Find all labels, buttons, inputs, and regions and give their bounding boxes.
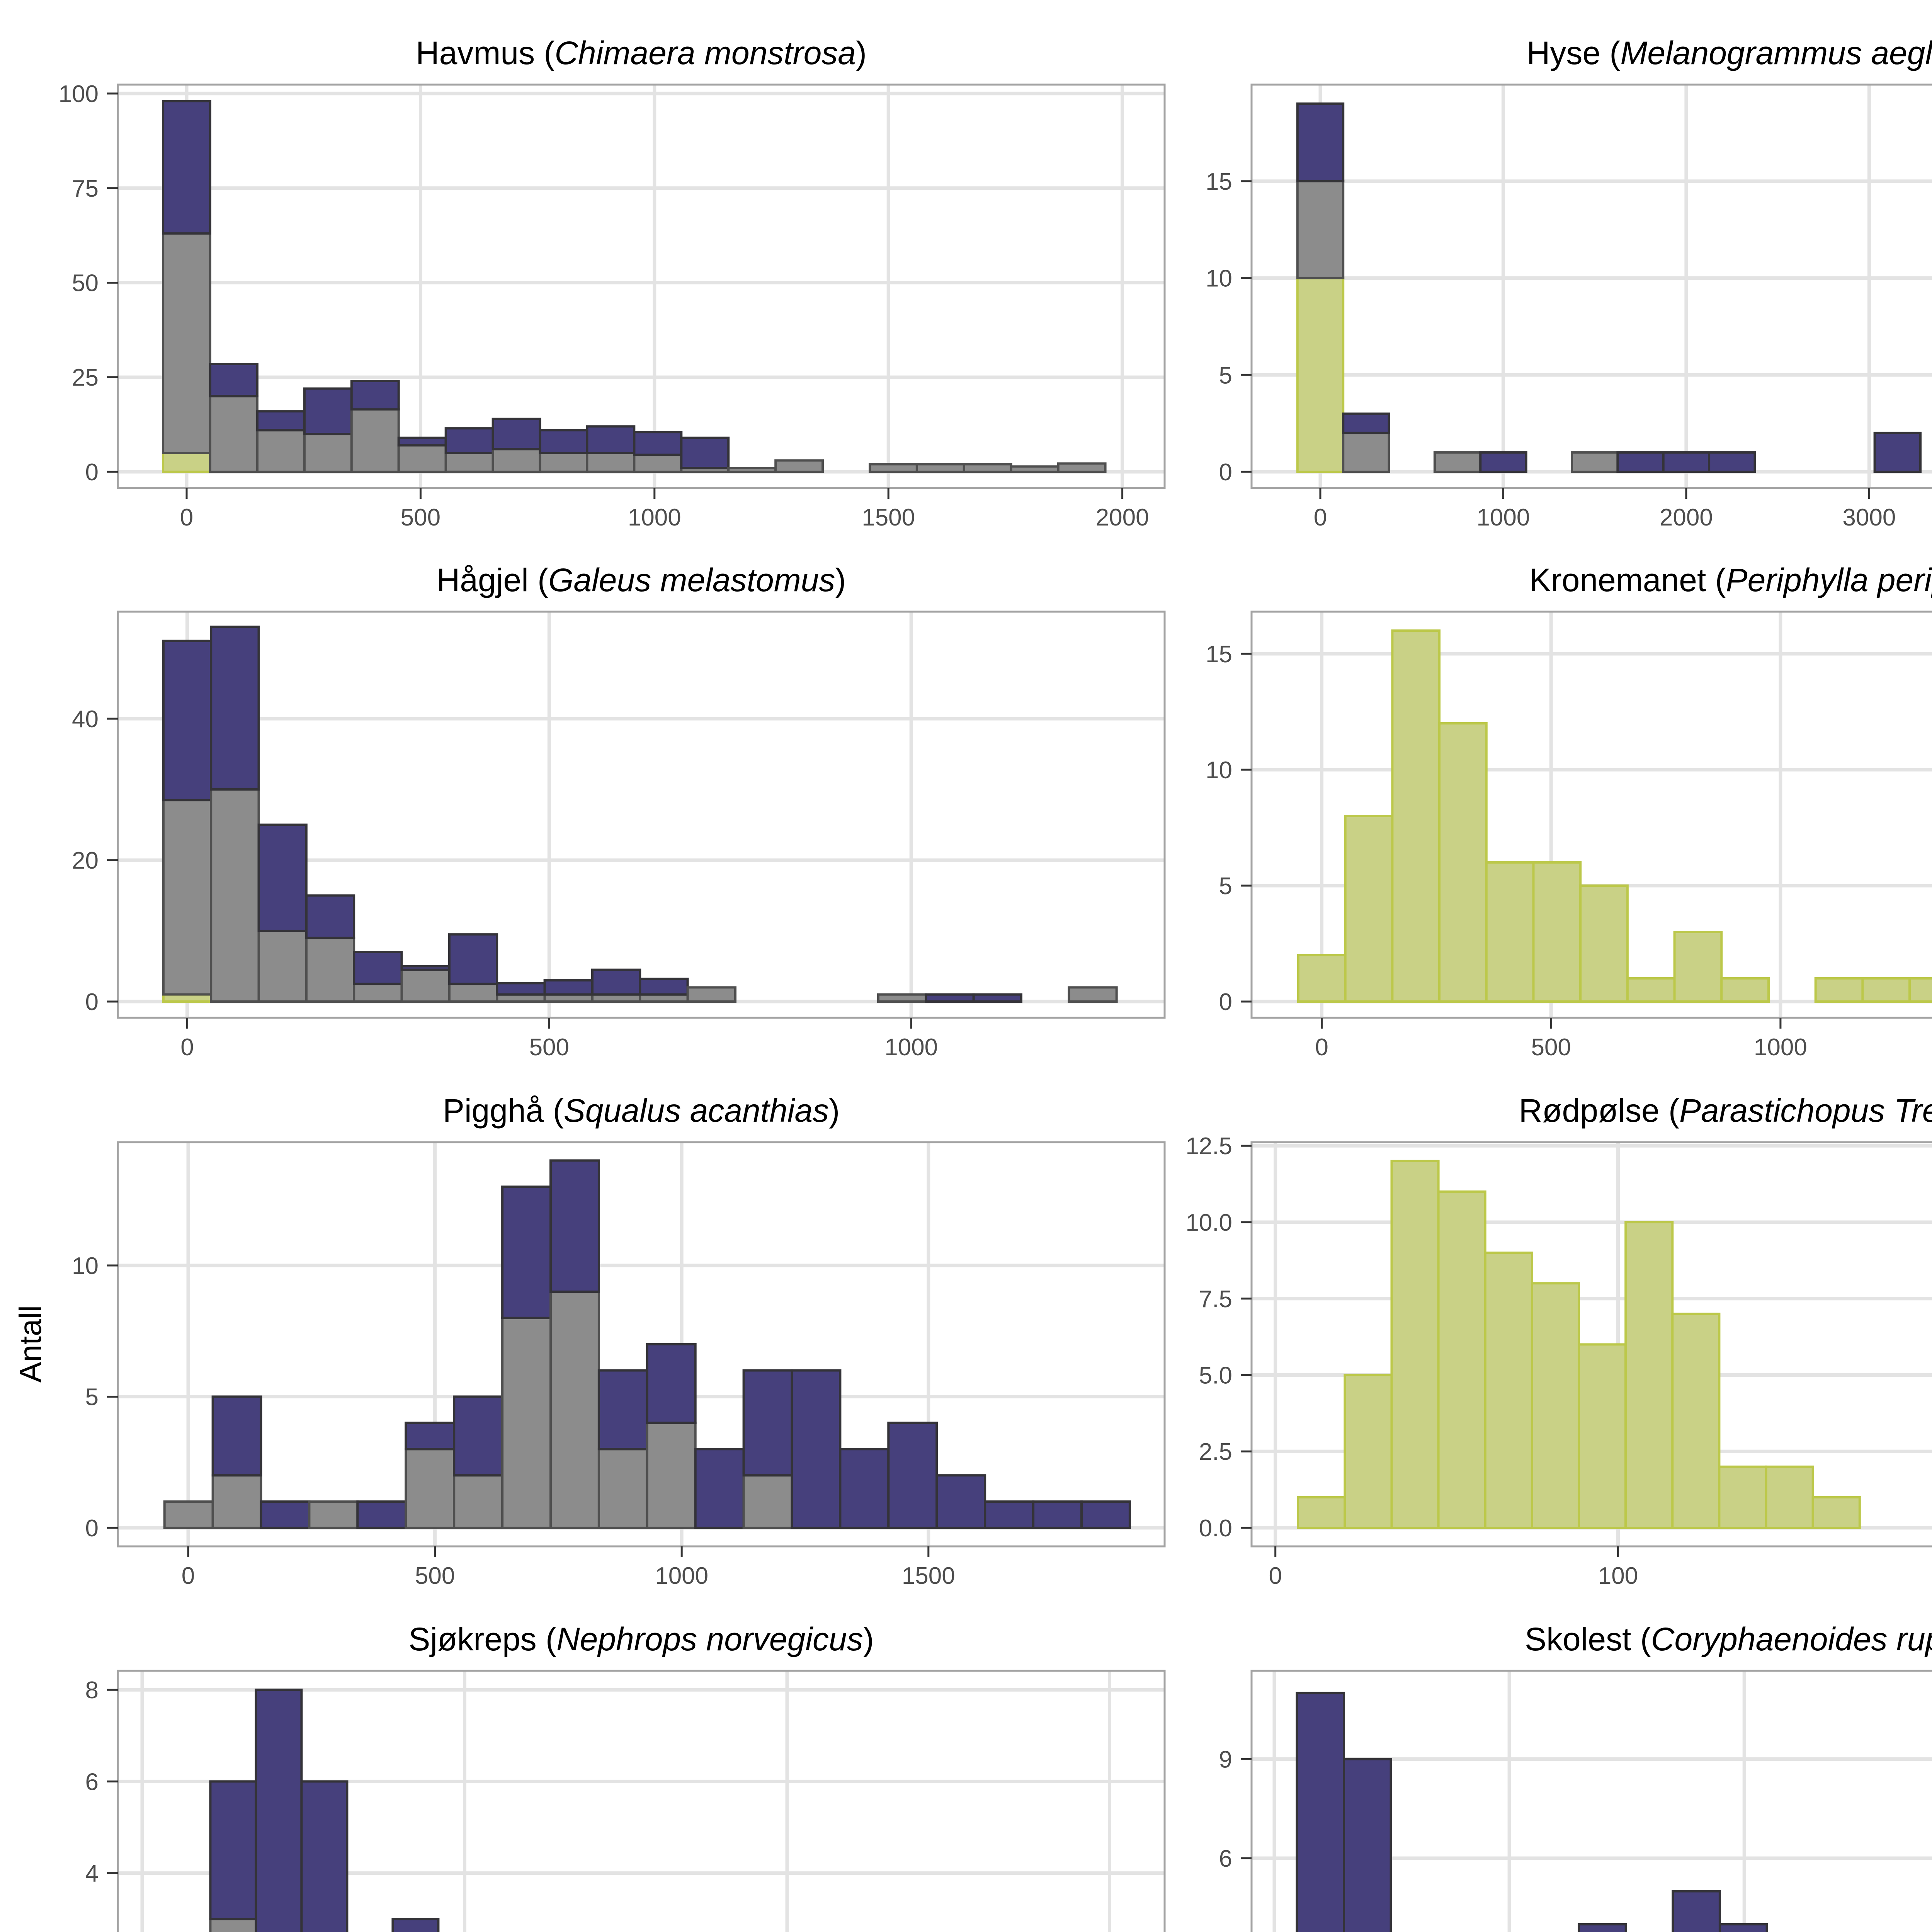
svg-text:50: 50 — [72, 270, 99, 297]
svg-text:100: 100 — [59, 81, 99, 107]
svg-text:9: 9 — [1219, 1747, 1232, 1773]
svg-text:Hågjel (Galeus melastomus): Hågjel (Galeus melastomus) — [437, 562, 846, 598]
svg-text:0: 0 — [1314, 504, 1327, 531]
svg-text:7.5: 7.5 — [1199, 1286, 1232, 1313]
svg-text:10: 10 — [72, 1253, 99, 1279]
svg-text:8: 8 — [85, 1677, 99, 1704]
svg-text:15: 15 — [1206, 641, 1232, 668]
svg-text:0: 0 — [85, 459, 99, 486]
svg-text:10: 10 — [1206, 265, 1232, 292]
svg-text:6: 6 — [1219, 1845, 1232, 1872]
svg-text:6: 6 — [85, 1769, 99, 1795]
svg-text:0.0: 0.0 — [1199, 1515, 1232, 1542]
svg-text:12.5: 12.5 — [1185, 1133, 1232, 1160]
svg-text:0: 0 — [85, 989, 99, 1015]
svg-text:0: 0 — [180, 1034, 194, 1061]
svg-text:500: 500 — [1531, 1034, 1571, 1061]
svg-text:0: 0 — [85, 1515, 99, 1542]
svg-text:1000: 1000 — [655, 1563, 708, 1589]
svg-text:0: 0 — [180, 504, 193, 531]
svg-text:100: 100 — [1598, 1563, 1638, 1589]
svg-text:500: 500 — [415, 1563, 455, 1589]
svg-text:500: 500 — [529, 1034, 569, 1061]
svg-text:1000: 1000 — [1476, 504, 1530, 531]
svg-text:5: 5 — [1219, 873, 1232, 900]
svg-text:2000: 2000 — [1660, 504, 1713, 531]
svg-text:0: 0 — [1269, 1563, 1282, 1589]
svg-text:10: 10 — [1206, 757, 1232, 784]
svg-text:4: 4 — [85, 1861, 99, 1887]
svg-text:Pigghå (Squalus acanthias): Pigghå (Squalus acanthias) — [443, 1092, 840, 1129]
svg-text:Rødpølse (Parastichopus Tremul: Rødpølse (Parastichopus Tremulus) — [1519, 1092, 1932, 1129]
svg-text:Kronemanet (Periphylla periphy: Kronemanet (Periphylla periphylla) — [1529, 562, 1932, 598]
svg-text:1500: 1500 — [902, 1563, 955, 1589]
svg-text:25: 25 — [72, 364, 99, 391]
svg-text:0: 0 — [182, 1563, 195, 1589]
svg-text:1500: 1500 — [862, 504, 915, 531]
svg-text:500: 500 — [401, 504, 440, 531]
svg-text:1000: 1000 — [884, 1034, 938, 1061]
svg-text:Antall: Antall — [13, 1305, 48, 1383]
svg-text:2000: 2000 — [1096, 504, 1149, 531]
svg-text:1000: 1000 — [1754, 1034, 1807, 1061]
svg-text:10.0: 10.0 — [1185, 1209, 1232, 1236]
svg-text:2.5: 2.5 — [1199, 1439, 1232, 1465]
svg-text:1000: 1000 — [628, 504, 681, 531]
svg-text:5.0: 5.0 — [1199, 1362, 1232, 1389]
svg-text:Skolest (Coryphaenoides rupest: Skolest (Coryphaenoides rupestris) — [1525, 1621, 1932, 1657]
svg-text:5: 5 — [1219, 362, 1232, 389]
svg-text:5: 5 — [85, 1384, 99, 1411]
svg-text:0: 0 — [1315, 1034, 1328, 1061]
svg-text:40: 40 — [72, 706, 99, 733]
svg-text:15: 15 — [1206, 168, 1232, 195]
svg-text:Hyse (Melanogrammus aeglefinus: Hyse (Melanogrammus aeglefinus) — [1527, 35, 1932, 71]
svg-text:3000: 3000 — [1842, 504, 1896, 531]
svg-text:Sjøkreps (Nephrops norvegicus): Sjøkreps (Nephrops norvegicus) — [408, 1621, 874, 1657]
svg-text:Havmus (Chimaera monstrosa): Havmus (Chimaera monstrosa) — [416, 35, 867, 71]
svg-text:20: 20 — [72, 847, 99, 874]
svg-text:0: 0 — [1219, 459, 1232, 486]
svg-text:75: 75 — [72, 175, 99, 202]
svg-text:0: 0 — [1219, 989, 1232, 1015]
